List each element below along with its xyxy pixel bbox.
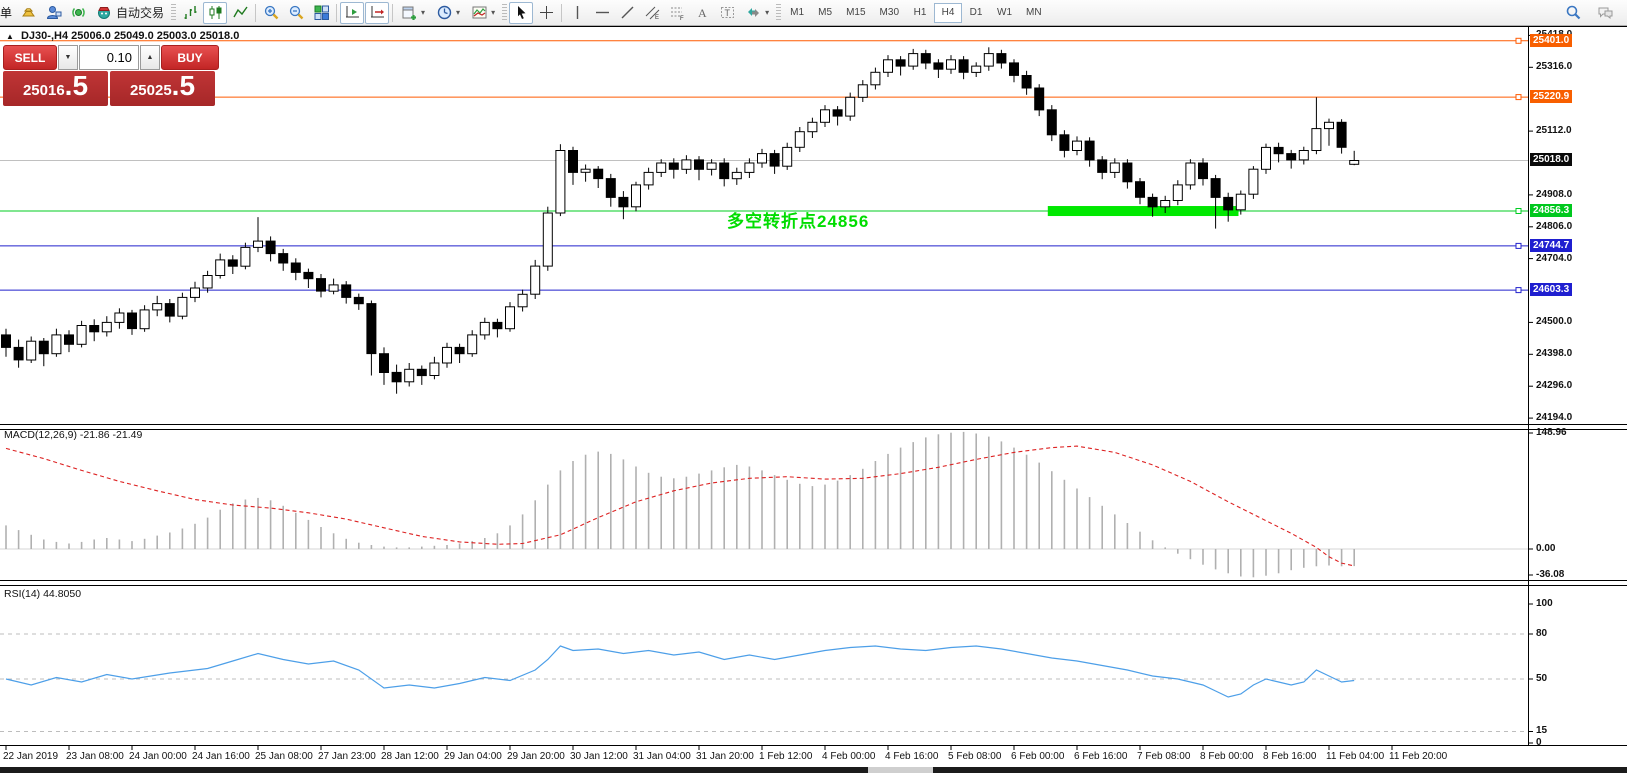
toolbar-grip [502, 3, 508, 22]
timeframe-button-h4[interactable]: H4 [934, 2, 962, 23]
timeframe-button-w1[interactable]: W1 [990, 3, 1019, 23]
svg-text:E: E [655, 15, 659, 21]
toolbar: 单 自动交易 ▾ ▾ ▾ E F A T ▾ M1 M [0, 0, 1627, 26]
ask-price-panel[interactable]: 25025 .5 [110, 71, 215, 106]
autotrade-robot-icon [98, 7, 111, 19]
timeframe-button-h1[interactable]: H1 [906, 3, 934, 23]
templates-icon [472, 6, 487, 19]
timeframe-group: M1 M5 M15 M30 H1 H4 D1 W1 MN [783, 2, 1049, 23]
toolbar-separator [561, 3, 563, 22]
volume-decrease-button[interactable]: ▼ [58, 45, 78, 70]
trendline-icon[interactable] [615, 2, 639, 24]
bid-price-main: 25016 [22, 82, 65, 99]
auto-scroll-icon[interactable] [340, 1, 365, 24]
autotrade-button[interactable]: 自动交易 [91, 2, 169, 24]
timeframe-button-mn[interactable]: MN [1019, 3, 1049, 23]
highlight-rect [1047, 206, 1239, 217]
chart-top-border [0, 25, 1627, 27]
toolbar-separator [392, 3, 394, 22]
dropdown-arrow-icon: ▾ [765, 7, 770, 17]
arrows-shapes-button[interactable]: ▾ [740, 2, 774, 24]
candlestick-chart-icon[interactable] [203, 1, 228, 24]
periods-button[interactable]: ▾ [431, 2, 465, 24]
svg-text:F: F [680, 16, 684, 21]
timeframe-button-d1[interactable]: D1 [962, 3, 990, 23]
macd-signal-line [5, 445, 1355, 567]
svg-text:A: A [698, 6, 707, 20]
autotrade-label: 自动交易 [116, 6, 165, 20]
collapse-triangle-icon[interactable]: ▲ [6, 32, 14, 41]
text-icon[interactable]: A [690, 2, 714, 24]
one-click-trading-panel: SELL ▼ ▲ BUY 25016 .5 25025 .5 [3, 45, 219, 106]
dropdown-arrow-icon: ▾ [456, 7, 461, 17]
bar-chart-icon[interactable] [178, 2, 202, 24]
macd-pane [0, 431, 1528, 578]
macd-indicator-label: MACD(12,26,9) -21.86 -21.49 [4, 429, 143, 441]
crosshair-icon[interactable] [534, 2, 558, 24]
ask-price-frac: .5 [171, 70, 196, 101]
toolbar-grip [171, 3, 177, 22]
candlestick-series [1, 47, 1360, 394]
zoom-in-icon[interactable] [259, 2, 283, 24]
pane-splitter-macd[interactable] [0, 424, 1627, 430]
price-axis-border [1528, 25, 1529, 745]
rsi-indicator-label: RSI(14) 44.8050 [4, 588, 82, 600]
tile-windows-icon[interactable] [309, 2, 333, 24]
volume-input[interactable] [79, 45, 139, 70]
chart-symbol: DJ30-,H4 [20, 30, 69, 42]
templates-button[interactable]: ▾ [466, 2, 500, 24]
chart-title: ▲ DJ30-,H4 25006.0 25049.0 25003.0 25018… [6, 30, 239, 42]
svg-text:T: T [724, 8, 730, 18]
buy-button[interactable]: BUY [161, 45, 219, 70]
gold-ingot-icon[interactable] [16, 2, 40, 24]
scrollbar-thumb[interactable] [868, 767, 933, 773]
bid-price-frac: .5 [64, 70, 89, 101]
new-chart-button[interactable]: ▾ [396, 2, 430, 24]
sell-button[interactable]: SELL [3, 45, 57, 70]
periods-clock-icon [437, 5, 452, 20]
line-chart-icon[interactable] [228, 2, 252, 24]
equidistant-channel-icon[interactable]: E [640, 2, 664, 24]
chart-ohlc: 25006.0 25049.0 25003.0 25018.0 [71, 30, 240, 42]
level-lines [0, 37, 1528, 294]
toolbar-grip [776, 3, 782, 22]
ask-price-main: 25025 [129, 82, 172, 99]
chat-icon[interactable] [1593, 2, 1617, 24]
dropdown-arrow-icon: ▾ [421, 7, 426, 17]
chart-shift-icon[interactable] [365, 1, 390, 24]
horizontal-scrollbar[interactable] [0, 767, 1627, 773]
rsi-line [5, 645, 1355, 698]
pane-splitter-rsi[interactable] [0, 580, 1627, 586]
text-label-icon[interactable]: T [715, 2, 739, 24]
search-icon[interactable] [1561, 2, 1585, 24]
cursor-icon[interactable] [509, 1, 534, 24]
fibonacci-icon[interactable]: F [665, 2, 689, 24]
timeframe-button-m30[interactable]: M30 [873, 3, 906, 23]
new-order-button[interactable]: 单 [0, 6, 13, 20]
axis-ticks [5, 34, 1533, 750]
toolbar-separator [255, 3, 257, 22]
timeframe-button-m1[interactable]: M1 [783, 3, 811, 23]
trader-profile-icon[interactable] [41, 2, 65, 24]
new-chart-icon [402, 6, 417, 20]
timeframe-button-m5[interactable]: M5 [811, 3, 839, 23]
bid-price-panel[interactable]: 25016 .5 [3, 71, 108, 106]
timeframe-button-m15[interactable]: M15 [839, 3, 872, 23]
chart-annotation-text: 多空转折点24856 [727, 212, 870, 231]
dropdown-arrow-icon: ▾ [491, 7, 496, 17]
toolbar-separator [336, 3, 338, 22]
rsi-pane [0, 633, 1528, 732]
arrows-shapes-icon [748, 8, 760, 17]
horizontal-line-icon[interactable] [590, 2, 614, 24]
time-axis-border [0, 745, 1627, 746]
zoom-out-icon[interactable] [284, 2, 308, 24]
signal-icon[interactable] [66, 2, 90, 24]
vertical-line-icon[interactable] [565, 2, 589, 24]
volume-increase-button[interactable]: ▲ [140, 45, 160, 70]
